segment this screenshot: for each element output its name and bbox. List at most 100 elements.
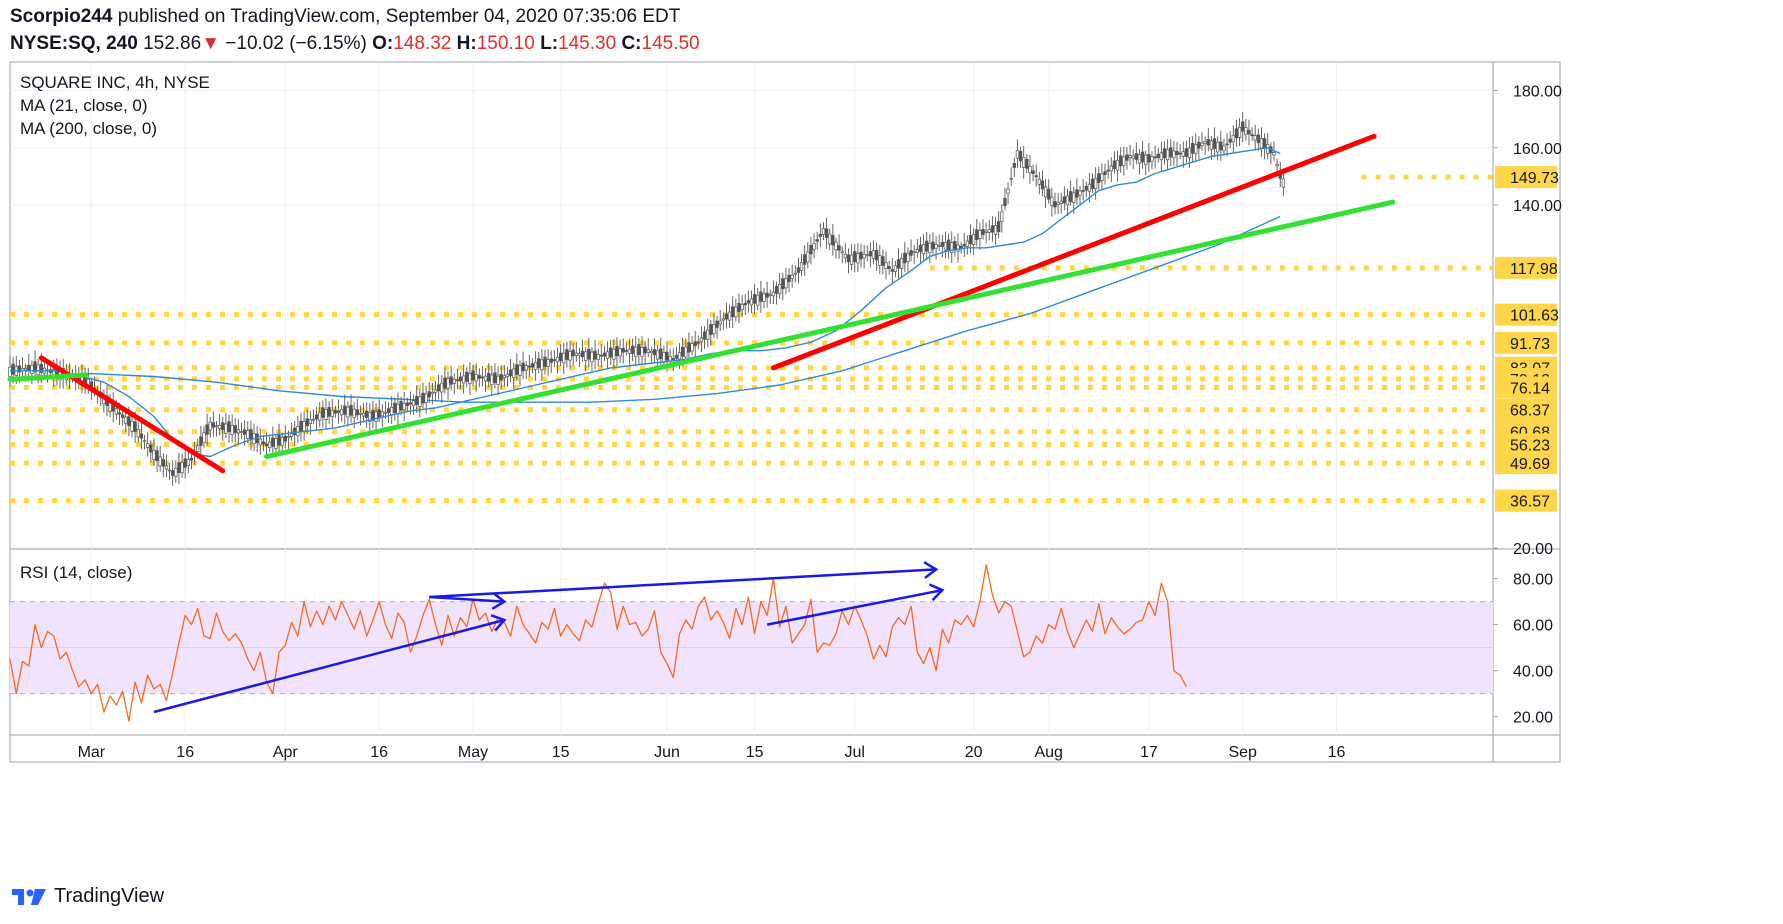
price-level-tag (1495, 452, 1557, 475)
candle-body (433, 389, 438, 393)
candle-body (752, 294, 757, 304)
candle-body (11, 363, 15, 375)
candle-body (1100, 173, 1104, 181)
candle-body (630, 345, 635, 354)
candle-body (189, 457, 194, 461)
candle-body (1068, 191, 1073, 202)
candle-body (455, 379, 460, 382)
candle-body (1231, 134, 1235, 143)
price-level-label: 49.69 (1510, 456, 1550, 473)
candle-body (377, 409, 381, 418)
candle-body (152, 449, 156, 460)
candle-body (299, 420, 303, 432)
candle-body (849, 254, 854, 265)
candle-body (934, 244, 938, 249)
close-value: 145.50 (641, 33, 700, 54)
candle-body (1053, 201, 1057, 208)
candle-body (853, 251, 857, 262)
candle-body (427, 391, 431, 398)
y-tick-label: 140.00 (1513, 198, 1562, 215)
candle-body (1006, 188, 1010, 194)
tradingview-footer[interactable]: TradingView (10, 885, 164, 908)
candle-body (602, 352, 607, 357)
candle-body (120, 414, 125, 418)
candle-body (634, 346, 638, 358)
x-tick-label: Sep (1228, 744, 1257, 761)
divergence-arrow (429, 595, 505, 603)
candle-body (402, 403, 406, 411)
candle-body (978, 230, 982, 239)
candle-body (239, 431, 244, 433)
candle-body (458, 376, 463, 382)
candle-body (1112, 160, 1117, 170)
candle-body (180, 462, 184, 474)
candle-body (23, 368, 28, 371)
candle-body (17, 365, 22, 373)
candle-body (477, 374, 481, 379)
candle-body (715, 320, 719, 328)
candle-body (527, 365, 532, 368)
candle-body (596, 354, 600, 360)
candle-body (508, 369, 513, 377)
author-name[interactable]: Scorpio244 (10, 6, 113, 27)
divergence-arrow (153, 618, 505, 714)
candle-body (749, 298, 754, 306)
x-tick-label: Apr (273, 744, 299, 761)
candle-body (643, 346, 647, 354)
candle-body (430, 391, 435, 395)
candle-body (139, 433, 144, 439)
candle-body (655, 350, 660, 360)
footer-brand: TradingView (54, 885, 165, 907)
x-tick-label: May (458, 744, 488, 761)
candle-body (1237, 126, 1242, 138)
candle-body (674, 355, 679, 359)
candle-body (918, 244, 923, 253)
candle-body (571, 349, 575, 357)
candle-body (540, 359, 544, 371)
candle-body (1147, 154, 1151, 163)
candle-body (1037, 178, 1041, 185)
symbol: NYSE:SQ, 240 (10, 33, 138, 54)
price-level-tag (1495, 256, 1557, 279)
candle-body (765, 292, 769, 298)
candle-body (809, 245, 813, 255)
candle-body (637, 344, 641, 355)
candle-body (302, 421, 306, 432)
candle-body (440, 382, 444, 393)
low-value: 145.30 (558, 33, 617, 54)
candle-body (227, 421, 231, 433)
candle-body (296, 426, 300, 436)
candle-body (1272, 152, 1276, 156)
candle-body (327, 407, 331, 417)
candle-body (365, 410, 369, 418)
candle-body (30, 364, 34, 374)
y-tick-label: 180.00 (1513, 84, 1562, 101)
candle-body (718, 320, 722, 325)
red-trendline (770, 133, 1377, 371)
candle-body (274, 438, 278, 449)
candle-body (311, 418, 316, 421)
candle-body (968, 235, 973, 245)
candle-body (975, 229, 979, 240)
candle-body (399, 400, 403, 411)
candle-body (768, 294, 772, 296)
candle-body (1203, 140, 1207, 144)
candle-body (487, 372, 491, 382)
candle-body (684, 346, 688, 358)
candle-body (1128, 155, 1132, 158)
candle-body (161, 459, 165, 467)
price-level-label: 56.23 (1510, 437, 1550, 454)
price-level-label: 117.98 (1510, 261, 1558, 278)
candle-body (114, 408, 119, 415)
candle-body (659, 348, 663, 360)
candle-body (724, 313, 729, 320)
candle-body (962, 244, 966, 247)
open-value: 148.32 (393, 33, 452, 54)
candle-body (283, 435, 287, 442)
candle-body (493, 372, 497, 384)
candle-body (555, 356, 560, 363)
candle-body (1081, 190, 1085, 192)
candle-body (1197, 141, 1201, 149)
published-text: published on TradingView.com, September … (117, 6, 681, 27)
